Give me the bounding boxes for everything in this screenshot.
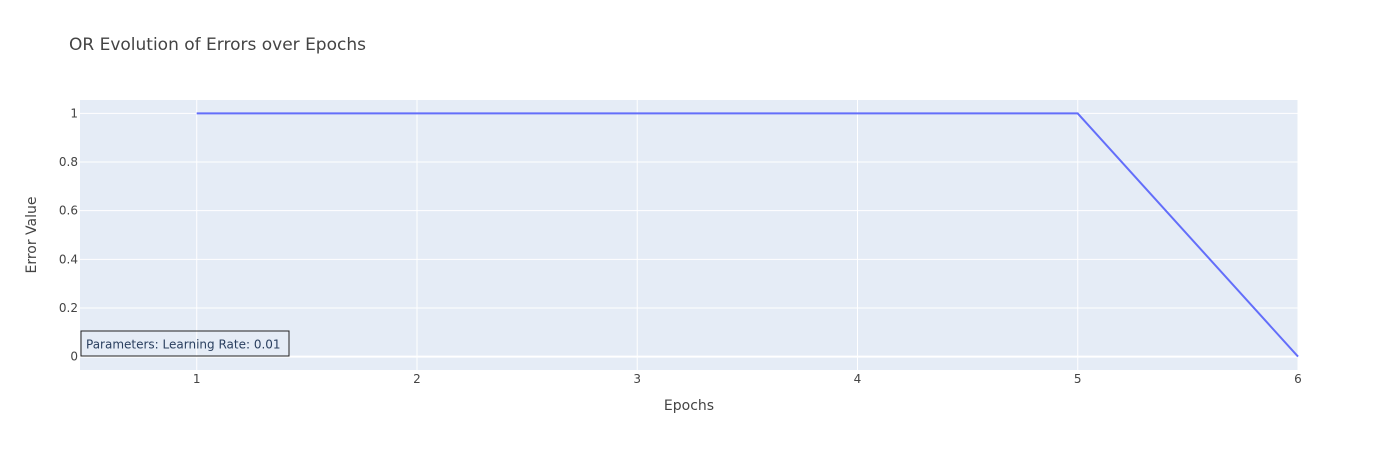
x-tick-labels: 1 2 3 4 5 6	[193, 372, 1302, 386]
y-tick-label: 0.8	[59, 155, 78, 169]
y-tick-label: 0	[70, 350, 78, 364]
chart-title: OR Evolution of Errors over Epochs	[69, 35, 366, 55]
x-tick-label: 6	[1294, 372, 1302, 386]
x-tick-label: 3	[633, 372, 641, 386]
x-axis-title: Epochs	[664, 398, 714, 414]
x-tick-label: 2	[413, 372, 421, 386]
plot-area	[80, 100, 1298, 370]
parameters-annotation: Parameters: Learning Rate: 0.01	[80, 330, 290, 357]
x-tick-label: 1	[193, 372, 201, 386]
y-tick-label: 0.2	[59, 301, 78, 315]
y-tick-labels: 0 0.2 0.4 0.6 0.8 1	[59, 106, 78, 363]
x-tick-label: 4	[854, 372, 862, 386]
y-axis-title: Error Value	[24, 196, 40, 273]
y-tick-label: 0.4	[59, 252, 78, 266]
x-gridlines	[196, 100, 1299, 370]
error-series-line	[196, 112, 1299, 358]
y-tick-label: 0.6	[59, 204, 78, 218]
annotation-box	[80, 330, 290, 357]
y-tick-label: 1	[70, 106, 78, 120]
annotation-text: Parameters: Learning Rate: 0.01	[86, 338, 281, 352]
x-tick-label: 5	[1074, 372, 1082, 386]
